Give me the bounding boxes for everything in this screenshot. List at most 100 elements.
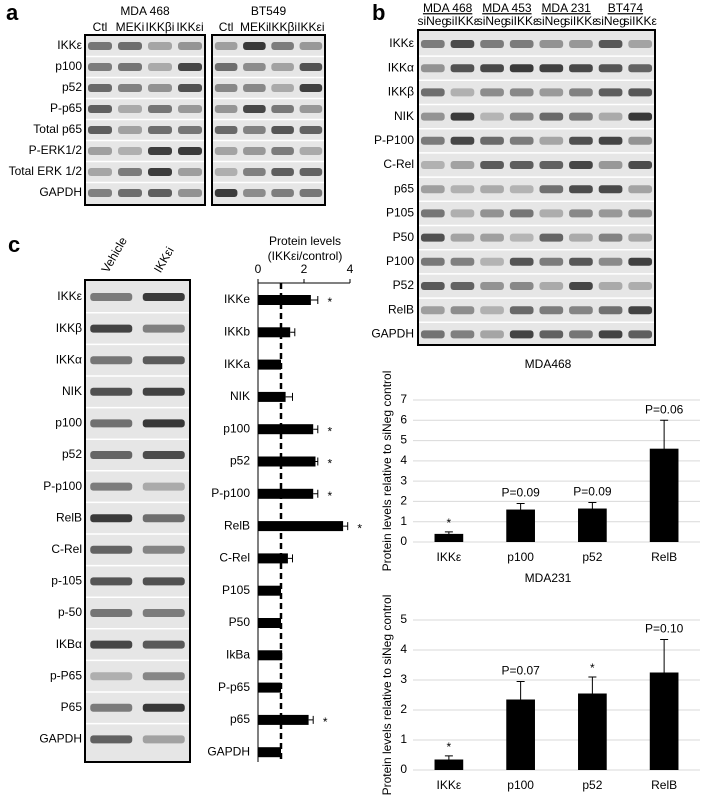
blot-band — [509, 161, 534, 169]
blot-band — [299, 84, 323, 92]
error-bar — [285, 392, 293, 401]
y-tick-label: 2 — [400, 702, 407, 716]
bar — [258, 424, 314, 435]
y-tick-label: 6 — [400, 412, 407, 426]
blot-band — [569, 161, 593, 169]
blot-band — [90, 419, 133, 428]
row-label: IKKα — [388, 60, 414, 74]
blot-band — [214, 42, 238, 50]
blot-band — [480, 257, 504, 266]
bar — [434, 759, 464, 770]
row-label: p52 — [62, 447, 82, 461]
blot-band — [480, 185, 504, 194]
blot-band — [271, 189, 294, 197]
annotation: P=0.10 — [645, 622, 684, 636]
blot-band — [420, 209, 445, 218]
error-bar — [315, 457, 319, 466]
row-label: NIK — [62, 384, 82, 398]
category-label: p100 — [223, 421, 250, 435]
blot-band — [539, 257, 564, 266]
blot-band — [142, 672, 185, 681]
y-axis-label: Protein levels relative to siNeg control — [380, 595, 394, 795]
category-label: IkBa — [226, 647, 250, 661]
blot-band — [214, 189, 238, 197]
blot-band — [598, 209, 623, 218]
bar — [258, 682, 281, 693]
category-label: RelB — [224, 518, 250, 532]
blot-band — [509, 136, 534, 145]
error-bar — [444, 755, 453, 764]
x-tick-label: p100 — [507, 778, 534, 792]
blot-band — [90, 545, 133, 554]
blot-band — [509, 185, 534, 194]
lane-label: Vehicle — [98, 234, 130, 275]
blot-band — [148, 189, 172, 197]
blot-band — [420, 185, 445, 194]
error-bar — [516, 502, 525, 517]
blot-band — [628, 282, 653, 290]
blot-band — [299, 42, 323, 50]
annotation: * — [447, 516, 452, 530]
blot-band — [628, 64, 653, 73]
lane-label: siNeg — [595, 14, 626, 28]
blot-band — [450, 330, 475, 339]
blot-band — [598, 185, 623, 194]
blot-band — [450, 88, 475, 97]
lane-label: IKKβi — [268, 20, 297, 34]
blot-band — [539, 306, 564, 315]
blot-band — [142, 609, 185, 617]
blot-band — [420, 64, 445, 73]
blot-band — [420, 306, 445, 315]
blot-band — [509, 233, 534, 242]
blot-band — [88, 168, 112, 176]
blot-band — [178, 168, 202, 176]
blot-band — [90, 514, 133, 523]
blot-band — [420, 330, 445, 339]
annotation: P=0.07 — [501, 664, 540, 678]
y-tick-label: 1 — [400, 514, 407, 528]
blot-band — [243, 126, 266, 134]
row-label: GAPDH — [39, 185, 82, 199]
blot-band — [88, 189, 112, 197]
y-tick-label: 5 — [400, 433, 407, 447]
row-label: GAPDH — [371, 327, 414, 341]
blot-band — [142, 324, 185, 333]
y-tick-label: 4 — [400, 453, 407, 467]
x-tick-label: p100 — [507, 550, 534, 564]
blot-band — [90, 703, 133, 712]
significance: * — [327, 457, 332, 471]
bar — [434, 533, 464, 542]
blot-band — [243, 63, 266, 71]
blot-band — [88, 84, 112, 92]
blot-band — [214, 168, 238, 176]
bar — [258, 391, 286, 402]
blot-band — [480, 233, 504, 242]
group-label: MDA 468 — [423, 1, 473, 15]
error-bar — [313, 489, 319, 498]
row-label: p-P65 — [50, 668, 82, 682]
x-tick-label: 4 — [347, 262, 354, 276]
lane-label: IKKεi — [176, 20, 203, 34]
blot-band — [148, 147, 172, 155]
blot-band — [271, 84, 294, 92]
lane-label: IKKβi — [146, 20, 175, 34]
group-label: MDA 231 — [541, 1, 591, 15]
blot-band — [90, 356, 133, 365]
blot-band — [450, 40, 475, 48]
y-tick-label: 1 — [400, 732, 407, 746]
blot-band — [480, 40, 504, 48]
error-bar — [343, 522, 349, 531]
error-bar — [287, 554, 293, 563]
blot-band — [90, 577, 133, 586]
x-tick-label: p52 — [582, 550, 602, 564]
blot-band — [271, 105, 294, 113]
y-tick-label: 5 — [400, 612, 407, 626]
row-label: P-ERK1/2 — [29, 143, 83, 157]
group-label: MDA 453 — [482, 1, 532, 15]
blot-band — [148, 105, 172, 113]
blot-band — [178, 105, 202, 113]
blot-band — [509, 64, 534, 73]
lane-label: Ctl — [219, 20, 234, 34]
